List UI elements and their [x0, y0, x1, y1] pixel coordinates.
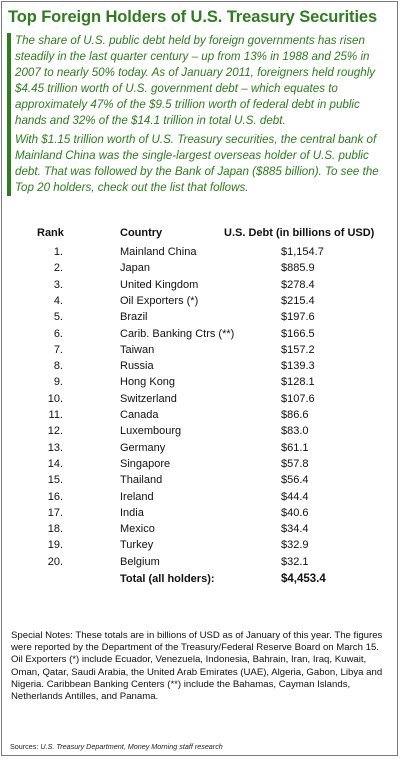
debt-cell: $885.9 — [281, 262, 315, 275]
country-cell: Mexico — [120, 523, 155, 536]
rank-cell: 13. — [47, 441, 63, 454]
table-row: 17. India $40.6 — [2, 507, 399, 523]
rank-cell: 8. — [53, 360, 63, 373]
country-cell: India — [120, 506, 144, 519]
country-cell: United Kingdom — [120, 278, 199, 291]
table-row: 14. Singapore $57.8 — [2, 458, 399, 474]
header-debt: U.S. Debt (in billions of USD) — [224, 227, 375, 239]
header-country: Country — [120, 227, 163, 239]
debt-cell: $197.6 — [281, 311, 315, 324]
debt-cell: $83.0 — [281, 425, 309, 438]
table-row: 9. Hong Kong $128.1 — [2, 376, 399, 392]
rank-cell: 14. — [47, 457, 63, 470]
country-cell: Canada — [120, 409, 159, 421]
country-cell: Turkey — [120, 539, 154, 552]
rank-cell: 11. — [48, 409, 63, 421]
country-cell: Brazil — [120, 311, 148, 324]
country-cell: Mainland China — [120, 246, 197, 258]
intro-paragraph-2: With $1.15 trillion worth of U.S. Treasu… — [15, 133, 379, 195]
rank-cell: 4. — [53, 294, 63, 307]
country-cell: Taiwan — [120, 343, 155, 356]
debt-cell: $57.8 — [281, 457, 309, 470]
table-row: 19. Turkey $32.9 — [2, 539, 399, 555]
table-row: 8. Russia $139.3 — [2, 360, 399, 376]
country-cell: Japan — [120, 262, 150, 275]
table-row: 10. Switzerland $107.6 — [2, 393, 399, 409]
rank-cell: 20. — [47, 555, 63, 568]
rank-cell: 18. — [47, 523, 63, 536]
debt-cell: $1,154.7 — [281, 246, 324, 258]
rank-cell: 1. — [53, 246, 63, 258]
table-row: 4. Oil Exporters (*) $215.4 — [2, 295, 399, 311]
rank-cell: 9. — [53, 376, 63, 389]
table-row: 5. Brazil $197.6 — [2, 311, 399, 327]
rank-cell: 12. — [47, 425, 63, 438]
country-cell: Belgium — [120, 555, 160, 568]
table-row: 1. Mainland China $1,154.7 — [2, 246, 399, 262]
debt-cell: $107.6 — [281, 392, 315, 405]
rank-cell: 7. — [53, 343, 63, 356]
table-row: 6. Carib. Banking Ctrs (**) $166.5 — [2, 328, 399, 344]
table-header: Rank Country U.S. Debt (in billions of U… — [2, 227, 399, 243]
table-row: 20. Belgium $32.1 — [2, 556, 399, 572]
debt-cell: $44.4 — [281, 490, 309, 503]
debt-cell: $40.6 — [281, 506, 309, 519]
rank-cell: 10. — [47, 392, 63, 405]
header-rank: Rank — [37, 227, 64, 239]
rank-cell: 15. — [47, 474, 63, 487]
country-cell: Thailand — [120, 474, 163, 487]
sources-line: Sources: U.S. Treasury Department, Money… — [10, 742, 223, 751]
country-cell: Oil Exporters (*) — [120, 294, 199, 307]
rank-cell: 17. — [47, 506, 63, 519]
rank-cell: 16. — [47, 490, 63, 503]
definitions-text: Oil Exporters (*) include Ecuador, Venez… — [11, 654, 383, 703]
rank-cell: 19. — [47, 539, 63, 552]
country-cell: Switzerland — [120, 392, 177, 405]
table-row: 11. Canada $86.6 — [2, 409, 399, 425]
special-notes-text: Special Notes: These totals are in billi… — [11, 630, 383, 654]
country-cell: Carib. Banking Ctrs (**) — [120, 327, 235, 340]
special-notes: Special Notes: These totals are in billi… — [11, 630, 391, 703]
debt-cell: $139.3 — [281, 360, 315, 373]
sources-label: Sources: — [10, 742, 39, 751]
debt-cell: $56.4 — [281, 474, 309, 487]
debt-cell: $166.5 — [281, 327, 315, 340]
country-cell: Luxembourg — [120, 425, 182, 438]
intro-block: The share of U.S. public debt held by fo… — [7, 33, 391, 197]
table-row: 7. Taiwan $157.2 — [2, 344, 399, 360]
debt-cell: $215.4 — [281, 294, 315, 307]
table-row: 12. Luxembourg $83.0 — [2, 425, 399, 441]
country-cell: Hong Kong — [120, 376, 176, 389]
table-row: 18. Mexico $34.4 — [2, 523, 399, 539]
table-row: 15. Thailand $56.4 — [2, 474, 399, 490]
country-cell: Germany — [120, 441, 166, 454]
total-value: $4,453.4 — [281, 573, 326, 585]
rank-cell: 5. — [53, 311, 63, 324]
table-row: 3. United Kingdom $278.4 — [2, 279, 399, 295]
debt-cell: $61.1 — [281, 441, 309, 454]
total-label: Total (all holders): — [120, 573, 215, 585]
table-row: 13. Germany $61.1 — [2, 442, 399, 458]
rank-cell: 6. — [53, 327, 63, 340]
country-cell: Ireland — [120, 490, 154, 503]
country-cell: Russia — [120, 360, 154, 373]
debt-cell: $32.9 — [281, 539, 309, 552]
debt-cell: $157.2 — [281, 343, 315, 356]
rank-cell: 2. — [53, 262, 63, 275]
rank-cell: 3. — [53, 278, 63, 291]
debt-cell: $278.4 — [281, 278, 315, 291]
table-row: 16. Ireland $44.4 — [2, 491, 399, 507]
debt-cell: $128.1 — [281, 376, 315, 389]
total-row: Total (all holders): $4,453.4 — [2, 573, 399, 589]
intro-paragraph-1: The share of U.S. public debt held by fo… — [15, 34, 376, 127]
sources-text: U.S. Treasury Department, Money Morning … — [40, 742, 223, 751]
table-row: 2. Japan $885.9 — [2, 262, 399, 278]
debt-cell: $32.1 — [281, 555, 309, 568]
debt-cell: $34.4 — [281, 523, 309, 536]
debt-cell: $86.6 — [281, 409, 309, 421]
page-title: Top Foreign Holders of U.S. Treasury Sec… — [8, 8, 378, 26]
country-cell: Singapore — [120, 457, 171, 470]
